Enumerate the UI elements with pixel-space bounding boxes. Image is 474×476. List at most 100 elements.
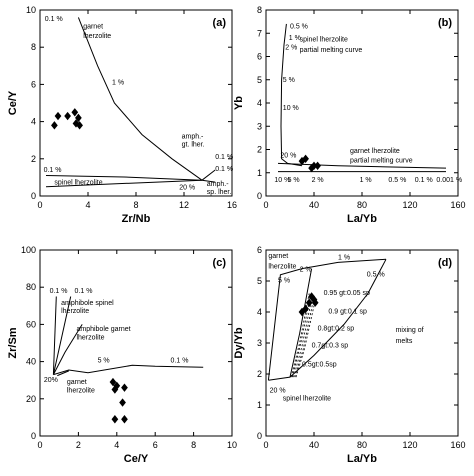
y-tick-label: 6 xyxy=(257,52,262,62)
curve-annotation: 0.1 % xyxy=(50,288,68,295)
melting-curve xyxy=(45,175,203,181)
data-point xyxy=(311,298,319,307)
data-point xyxy=(302,304,309,314)
curve-annotation: amphibole spinel xyxy=(61,300,114,307)
y-tick-label: 0 xyxy=(257,191,262,201)
curve-annotation: 2 % xyxy=(312,177,324,184)
data-point xyxy=(75,113,82,123)
curve-annotation: 2 % xyxy=(285,45,297,52)
data-point xyxy=(51,121,58,130)
curve-annotation: 1 % xyxy=(338,254,350,261)
curve-annotation: amphibole garnet xyxy=(76,326,130,333)
curve-annotation: spinel lherzolite xyxy=(300,36,348,43)
melting-curve xyxy=(267,258,387,381)
melting-curve xyxy=(277,162,447,169)
curve-annotation: 1 % xyxy=(112,79,124,86)
curve-annotation: lherzolite xyxy=(61,308,89,315)
curve-annotation: 1 % xyxy=(360,177,372,184)
curve-annotation: partial melting curve xyxy=(350,157,413,164)
curve-annotation: 0.9 gt:0.1 sp xyxy=(328,309,367,316)
melting-curve xyxy=(53,364,204,376)
x-tick-label: 12 xyxy=(179,200,189,210)
x-tick-label: 8 xyxy=(133,200,138,210)
x-axis-title: La/Yb xyxy=(347,453,377,465)
curve-annotation: 20 % xyxy=(179,184,195,191)
data-point xyxy=(310,161,318,170)
curve-annotation: 0.5 % xyxy=(290,24,308,31)
curve-annotation: garnet xyxy=(83,24,103,31)
data-point xyxy=(119,398,126,407)
data-point xyxy=(76,121,83,130)
curve-annotation: garnet lherzolite xyxy=(350,148,400,155)
curve-annotation: lherzolite xyxy=(268,264,296,271)
x-tick-label: 4 xyxy=(114,440,119,450)
y-tick-label: 0 xyxy=(257,431,262,441)
curve-annotation: partial melting curve xyxy=(300,47,363,54)
data-point xyxy=(121,383,128,392)
melting-curve xyxy=(57,370,69,377)
y-tick-label: 3 xyxy=(257,121,262,131)
curve-annotation: 0.1 % xyxy=(171,358,189,365)
curve-annotation: 0.5 % xyxy=(367,271,385,278)
x-axis-title: La/Yb xyxy=(347,213,377,225)
curve-annotation: spinel lherzolite xyxy=(54,179,102,186)
y-tick-label: 5 xyxy=(257,276,262,286)
melting-curve xyxy=(201,179,216,183)
curve-annotation: 20 % xyxy=(270,388,286,395)
melting-curve xyxy=(45,179,203,188)
data-point xyxy=(305,298,313,307)
plot-frame xyxy=(39,249,233,437)
y-tick-label: 40 xyxy=(26,357,36,367)
data-point xyxy=(71,108,79,117)
x-tick-label: 0 xyxy=(37,440,42,450)
curve-annotation: 0.8gt:0.2 sp xyxy=(318,326,355,333)
mixing-curve xyxy=(293,299,312,378)
curve-annotation: 10 % xyxy=(274,177,290,184)
x-tick-label: 160 xyxy=(450,440,465,450)
y-tick-label: 0 xyxy=(31,431,36,441)
data-point xyxy=(121,415,128,424)
y-tick-label: 0 xyxy=(31,191,36,201)
y-tick-label: 10 xyxy=(26,5,36,15)
y-tick-label: 4 xyxy=(31,117,36,127)
y-tick-label: 6 xyxy=(31,79,36,89)
data-point xyxy=(113,381,121,390)
curve-annotation: garnet xyxy=(67,379,87,386)
curve-annotation: 5 % xyxy=(98,358,110,365)
x-tick-label: 0 xyxy=(263,440,268,450)
curve-annotation: 0.1 % xyxy=(215,154,233,161)
melting-curve xyxy=(52,296,72,375)
curve-annotation: mixing of xyxy=(396,327,424,334)
x-tick-label: 80 xyxy=(357,440,367,450)
curve-annotation: 20 % xyxy=(280,153,296,160)
x-tick-label: 40 xyxy=(309,200,319,210)
curve-annotation: garnet xyxy=(268,253,288,260)
curve-annotation: lherzolite xyxy=(83,33,111,40)
x-tick-label: 2 xyxy=(76,440,81,450)
curve-annotation: 5 % xyxy=(278,278,290,285)
data-point xyxy=(64,111,71,121)
x-tick-label: 6 xyxy=(153,440,158,450)
y-tick-label: 1 xyxy=(257,400,262,410)
x-axis-title: Ce/Y xyxy=(124,453,149,465)
y-tick-label: 4 xyxy=(257,98,262,108)
curve-annotation: 0.1 % xyxy=(44,167,62,174)
curve-annotation: spinel lherzolite xyxy=(283,395,331,402)
y-tick-label: 2 xyxy=(257,369,262,379)
y-axis-title: Zr/Sm xyxy=(7,327,19,358)
data-point xyxy=(72,119,80,128)
melting-curve xyxy=(289,268,313,378)
curve-annotation: lherzolite xyxy=(76,334,104,341)
y-axis-title: Ce/Y xyxy=(7,90,19,115)
panel-tag: (d) xyxy=(438,257,452,269)
y-tick-label: 3 xyxy=(257,338,262,348)
x-tick-label: 40 xyxy=(309,440,319,450)
melting-curve xyxy=(52,296,57,375)
y-tick-label: 4 xyxy=(257,307,262,317)
y-tick-label: 2 xyxy=(31,154,36,164)
x-tick-label: 80 xyxy=(357,200,367,210)
x-tick-label: 120 xyxy=(402,200,417,210)
curve-annotation: lherzolite xyxy=(67,387,95,394)
